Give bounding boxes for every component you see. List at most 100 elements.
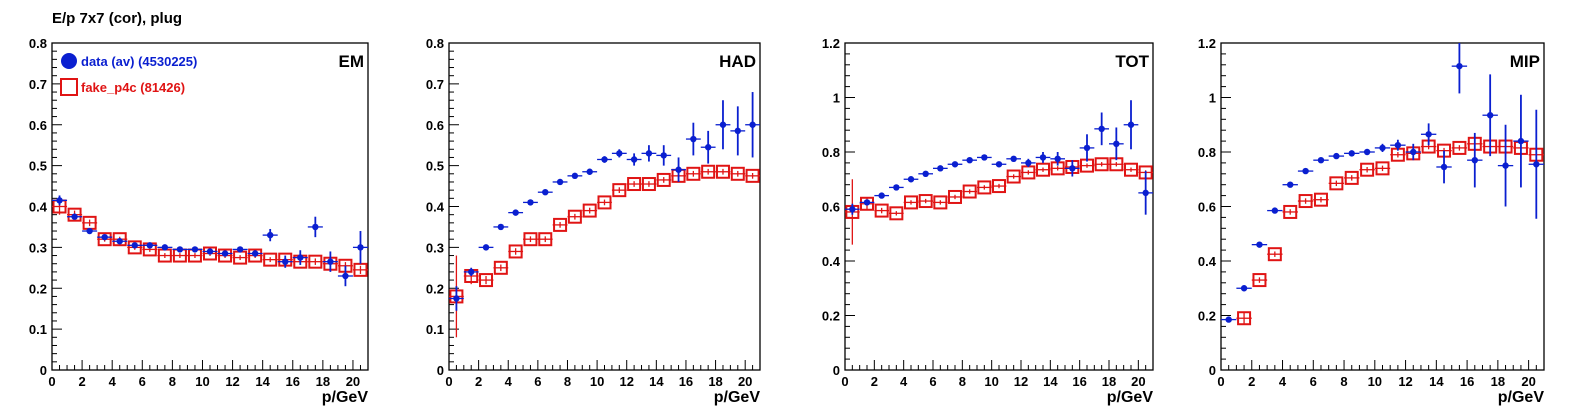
data-point — [1054, 155, 1061, 163]
data-point — [1271, 207, 1279, 214]
data-point — [527, 199, 534, 206]
fake-point — [686, 166, 701, 181]
data-point — [749, 121, 756, 128]
fake-point — [977, 180, 992, 195]
data-point — [1025, 159, 1032, 167]
data-point — [468, 268, 475, 276]
y-tick-label: 0.8 — [1198, 145, 1216, 160]
data-point — [1287, 181, 1294, 188]
legend-marker-fake — [60, 78, 78, 96]
x-tick-label: 10 — [590, 374, 604, 389]
data-point — [116, 238, 123, 245]
data-point — [922, 170, 929, 177]
fake-point — [1094, 157, 1109, 172]
x-tick-label: 8 — [1340, 374, 1347, 389]
x-tick-label: 4 — [1279, 374, 1287, 389]
x-tick-label: 0 — [841, 374, 848, 389]
data-point — [1363, 148, 1371, 156]
fake-point — [523, 232, 538, 247]
fake-point — [1283, 204, 1298, 219]
fake-point — [860, 196, 874, 211]
panel-had: 0 2 4 6 8 10 12 14 16 18 20 0 0.1 0.2 0.3 0.4 0.5 0.6 0.7 0… — [426, 36, 761, 406]
data-point — [1039, 154, 1047, 161]
data-layer — [52, 195, 368, 287]
y-tick-label: 1 — [1209, 91, 1216, 106]
y-tick-label: 0.1 — [426, 322, 444, 337]
x-tick-label: 4 — [109, 374, 117, 389]
data-point — [131, 242, 138, 249]
x-tick-label: 10 — [984, 374, 998, 389]
data-point — [1517, 137, 1525, 145]
y-tick-label: 0.1 — [29, 322, 47, 337]
panel-label: HAD — [719, 52, 756, 71]
fake-point — [948, 189, 962, 204]
data-point — [1533, 161, 1540, 168]
y-tick-label: 0.2 — [1198, 309, 1216, 324]
x-tick-label: 4 — [900, 374, 908, 389]
data-point — [1240, 285, 1248, 292]
legend-label-fake: fake_p4c (81426) — [81, 80, 185, 95]
fake-point — [1237, 311, 1252, 326]
fake-point — [1006, 169, 1021, 184]
x-tick-label: 10 — [1368, 374, 1382, 389]
data-point — [981, 154, 988, 161]
data-point — [1440, 163, 1448, 171]
data-point — [630, 156, 638, 163]
fake-point — [508, 244, 523, 259]
data-layer — [845, 100, 1153, 245]
data-point — [86, 227, 93, 235]
data-point — [690, 135, 697, 143]
fake-point — [1452, 140, 1467, 155]
fake-point — [248, 248, 263, 263]
data-point — [586, 168, 593, 175]
data-point — [1256, 241, 1263, 248]
data-point — [1379, 144, 1386, 152]
panel-tot: 0 2 4 6 8 10 12 14 16 18 20 0 0.2 0.4 0.6 0.8 1 1.2 TOT p/G… — [822, 36, 1154, 406]
data-point — [1113, 140, 1120, 148]
fake-point — [889, 206, 904, 221]
x-tick-label: 0 — [1217, 374, 1224, 389]
x-tick-label: 6 — [929, 374, 936, 389]
x-tick-label: 14 — [1043, 374, 1058, 389]
x-tick-label: 8 — [959, 374, 966, 389]
y-tick-label: 1 — [833, 91, 840, 106]
fake-point — [730, 166, 745, 181]
x-tick-label: 18 — [316, 374, 330, 389]
page-title: E/p 7x7 (cor), plug — [52, 10, 183, 27]
data-point — [1502, 162, 1509, 169]
fake-point — [97, 232, 112, 247]
data-point — [1456, 62, 1463, 70]
data-point — [161, 244, 169, 251]
data-point — [601, 156, 608, 163]
data-point — [660, 152, 667, 159]
x-tick-label: 4 — [505, 374, 513, 389]
data-point — [1302, 167, 1309, 175]
data-point — [863, 199, 871, 206]
y-tick-label: 0.8 — [426, 36, 444, 51]
data-point — [1333, 152, 1340, 160]
x-tick-label: 20 — [346, 374, 360, 389]
x-tick-label: 2 — [475, 374, 482, 389]
y-tick-label: 0.7 — [29, 77, 47, 92]
data-layer — [1221, 43, 1544, 326]
fake-point — [656, 172, 671, 187]
y-tick-label: 0.6 — [822, 200, 840, 215]
data-point — [616, 150, 623, 157]
data-point — [251, 250, 259, 257]
x-tick-label: 16 — [1072, 374, 1086, 389]
x-axis-title: p/GeV — [322, 389, 369, 406]
fake-point — [874, 203, 889, 218]
x-tick-label: 12 — [225, 374, 239, 389]
fake-point — [701, 164, 716, 179]
y-tick-label: 0.5 — [29, 159, 47, 174]
fake-point — [112, 232, 127, 247]
data-point — [571, 172, 579, 180]
data-point — [704, 144, 712, 151]
fake-point — [538, 232, 553, 247]
legend-marker-data — [61, 53, 77, 69]
data-point — [1425, 131, 1432, 138]
y-tick-label: 0.6 — [29, 118, 47, 133]
x-tick-label: 18 — [1102, 374, 1116, 389]
panel-label: EM — [339, 52, 365, 71]
fake-point — [203, 246, 217, 261]
